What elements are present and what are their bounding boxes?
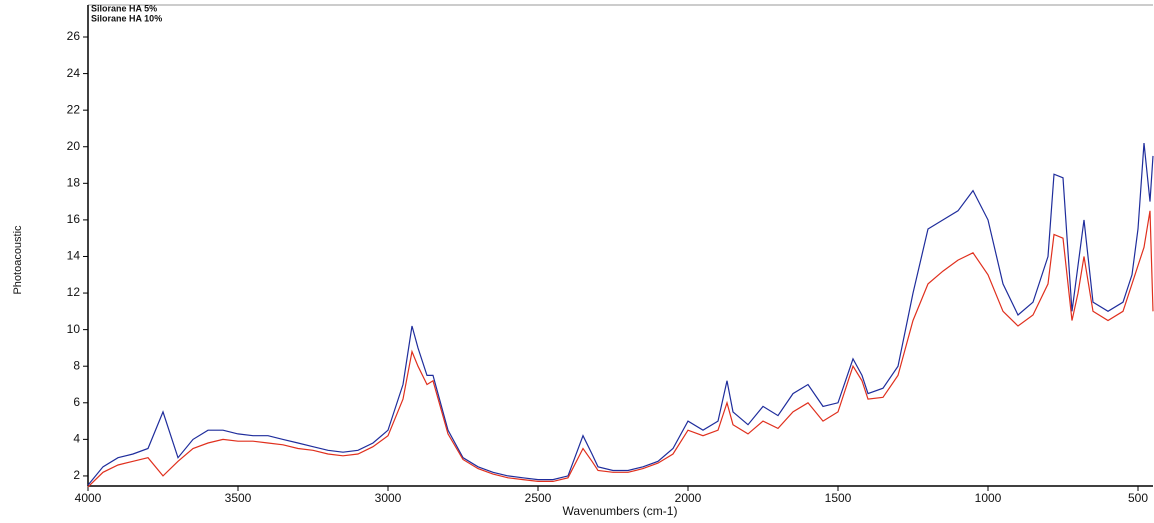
y-tick-label: 16 (67, 212, 81, 226)
y-tick-label: 2 (73, 468, 80, 482)
series-line (87, 143, 1154, 486)
y-tick-label: 24 (67, 66, 81, 80)
x-tick-label: 1500 (825, 491, 852, 505)
x-tick-label: 3000 (375, 491, 402, 505)
x-tick-label: 2500 (525, 491, 552, 505)
x-axis-label: Wavenumbers (cm-1) (563, 504, 678, 518)
y-tick-label: 18 (67, 175, 81, 189)
y-tick-label: 6 (73, 395, 80, 409)
y-tick-label: 4 (73, 432, 80, 446)
y-tick-label: 8 (73, 358, 80, 372)
y-tick-label: 20 (67, 139, 81, 153)
series-line (87, 210, 1154, 488)
y-tick-label: 26 (67, 29, 81, 43)
y-axis-label: Photoacoustic (12, 225, 24, 295)
y-tick-label: 14 (67, 249, 81, 263)
x-tick-label: 3500 (225, 491, 252, 505)
x-tick-label: 2000 (675, 491, 702, 505)
y-tick-label: 22 (67, 102, 81, 116)
y-tick-label: 12 (67, 285, 81, 299)
y-tick-label: 10 (67, 322, 81, 336)
legend-entry: Silorane HA 5% (91, 3, 157, 13)
x-tick-label: 500 (1128, 491, 1148, 505)
x-tick-label: 1000 (975, 491, 1002, 505)
x-tick-label: 4000 (75, 491, 102, 505)
legend-entry: Silorane HA 10% (91, 13, 162, 23)
